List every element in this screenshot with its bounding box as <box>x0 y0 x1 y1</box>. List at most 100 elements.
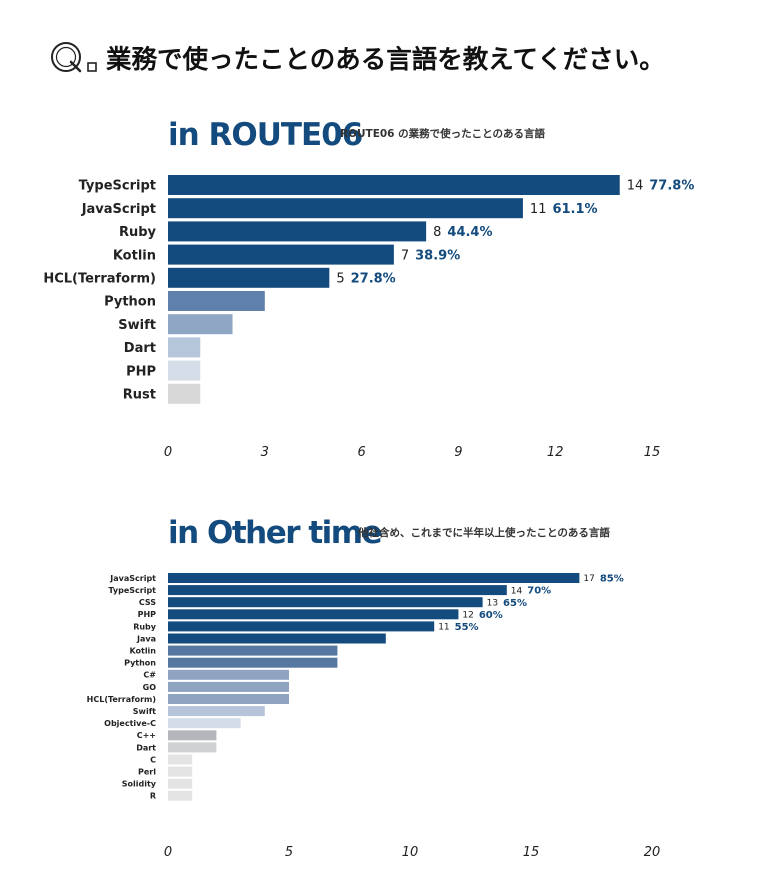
question-q-icon <box>51 42 97 73</box>
category-label: C# <box>143 671 156 680</box>
value-label: 17 <box>583 574 594 584</box>
chart-other-time-bars <box>168 573 580 801</box>
category-label: PHP <box>138 610 157 619</box>
bar <box>168 198 523 219</box>
chart-route06-category-labels: TypeScript JavaScript Ruby Kotlin HCL(Terraf… <box>43 179 156 403</box>
x-tick-label: 0 <box>164 845 172 860</box>
chart-other-time-title: in Other time <box>168 515 382 551</box>
chart-other-time-category-labels: JavaScript TypeScript CSS PHP Ruby Java Kotlin… <box>87 574 157 801</box>
bar <box>168 585 507 596</box>
x-tick-label: 15 <box>523 845 540 860</box>
bar <box>168 669 289 680</box>
bar <box>168 267 330 288</box>
chart-route06-subtitle: ROUTE06 の業務で使ったことのある言語 <box>340 127 546 140</box>
x-tick-label: 10 <box>402 845 419 860</box>
chart-other-time-subtitle: 他社含め、これまでに半年以上使ったことのある言語 <box>357 526 610 539</box>
bar <box>168 681 289 692</box>
bar <box>168 314 233 335</box>
category-label: Ruby <box>133 622 157 631</box>
percent-label: 44.4% <box>447 225 492 240</box>
value-label: 7 <box>401 248 409 263</box>
bar <box>168 657 338 668</box>
chart-other-time-x-ticks: 0 5 10 15 20 <box>164 845 660 860</box>
category-label: Perl <box>138 767 156 776</box>
question-header: 業務で使ったことのある言語を教えてください。 <box>51 42 665 75</box>
category-label: R <box>150 792 156 801</box>
bar <box>168 175 620 195</box>
chart-route06-bars <box>168 175 620 404</box>
percent-label: 70% <box>527 586 551 597</box>
category-label: GO <box>143 683 157 692</box>
category-label: Kotlin <box>129 646 156 655</box>
bar <box>168 730 217 741</box>
category-label: Python <box>104 295 156 310</box>
chart-route06: in ROUTE06 ROUTE06 の業務で使ったことのある言語 TypeSc… <box>43 117 694 460</box>
category-label: JavaScript <box>109 574 156 583</box>
question-text: 業務で使ったことのある言語を教えてください。 <box>106 45 665 75</box>
percent-label: 27.8% <box>351 271 396 286</box>
chart-other-time-value-labels: 17 85% 14 70% 13 65% 12 60% 11 55% <box>438 574 624 633</box>
category-label: C++ <box>137 731 156 740</box>
percent-label: 55% <box>455 622 479 633</box>
bar <box>168 766 193 777</box>
x-tick-label: 3 <box>261 445 269 460</box>
bar <box>168 609 459 620</box>
bar <box>168 360 201 381</box>
category-label: HCL(Terraform) <box>87 695 156 704</box>
category-label: TypeScript <box>79 179 156 194</box>
category-label: Solidity <box>122 780 157 789</box>
value-label: 14 <box>511 586 523 596</box>
bar <box>168 597 483 608</box>
category-label: TypeScript <box>108 586 156 595</box>
bar <box>168 754 193 765</box>
percent-label: 38.9% <box>415 248 460 263</box>
category-label: Swift <box>118 318 156 333</box>
bar <box>168 291 265 311</box>
percent-label: 60% <box>479 610 503 621</box>
bar <box>168 633 386 644</box>
category-label: Python <box>124 659 156 668</box>
bar <box>168 621 435 632</box>
category-label: Dart <box>124 341 156 356</box>
percent-label: 77.8% <box>649 179 694 194</box>
bar <box>168 337 201 358</box>
bar <box>168 383 201 404</box>
percent-label: 61.1% <box>552 202 597 217</box>
bar <box>168 244 394 265</box>
category-label: Swift <box>133 707 156 716</box>
value-label: 14 <box>627 179 644 194</box>
category-label: C <box>150 755 156 764</box>
value-label: 8 <box>433 225 441 240</box>
value-label: 11 <box>438 623 449 633</box>
value-label: 12 <box>462 611 473 621</box>
bar <box>168 221 427 242</box>
category-label: Ruby <box>119 225 157 240</box>
x-tick-label: 0 <box>164 445 172 460</box>
chart-other-time: in Other time 他社含め、これまでに半年以上使ったことのある言語 J… <box>87 515 661 860</box>
category-label: Kotlin <box>113 248 156 263</box>
x-tick-label: 15 <box>644 445 661 460</box>
category-label: CSS <box>139 598 156 607</box>
chart-route06-x-ticks: 0 3 6 9 12 15 <box>164 445 660 460</box>
category-label: Dart <box>136 743 156 752</box>
category-label: Rust <box>123 387 156 402</box>
category-label: Java <box>136 634 156 643</box>
x-tick-label: 6 <box>357 445 365 460</box>
bar <box>168 718 241 729</box>
category-label: Objective-C <box>104 719 156 728</box>
category-label: JavaScript <box>81 202 156 217</box>
x-tick-label: 9 <box>454 445 462 460</box>
percent-label: 65% <box>503 598 527 609</box>
bar <box>168 706 265 717</box>
category-label: PHP <box>126 364 156 379</box>
x-tick-label: 12 <box>547 445 564 460</box>
bar <box>168 778 193 789</box>
chart-route06-title: in ROUTE06 <box>168 117 362 153</box>
bar <box>168 573 580 583</box>
category-label: HCL(Terraform) <box>43 271 156 286</box>
percent-label: 85% <box>600 574 624 585</box>
x-tick-label: 20 <box>644 845 661 860</box>
bar <box>168 790 193 801</box>
